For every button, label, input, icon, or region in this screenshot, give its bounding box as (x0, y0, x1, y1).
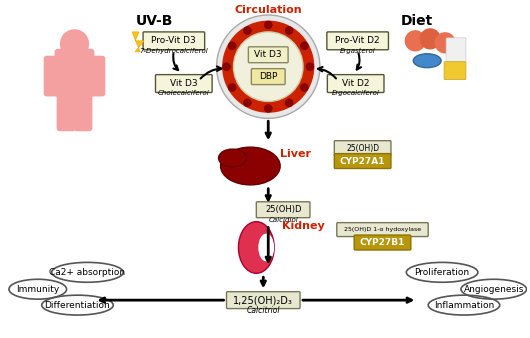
Text: Vit D2: Vit D2 (342, 79, 369, 88)
Text: UV-B: UV-B (135, 14, 173, 28)
Polygon shape (132, 32, 144, 52)
Text: Immunity: Immunity (16, 285, 59, 294)
FancyBboxPatch shape (251, 69, 285, 84)
Circle shape (243, 27, 251, 34)
FancyBboxPatch shape (328, 75, 384, 93)
Text: 1,25(OH)₂D₃: 1,25(OH)₂D₃ (233, 295, 293, 305)
Circle shape (228, 83, 236, 92)
FancyBboxPatch shape (446, 38, 466, 62)
FancyBboxPatch shape (334, 141, 391, 155)
Text: Proliferation: Proliferation (414, 268, 470, 277)
Circle shape (405, 31, 425, 51)
Circle shape (228, 42, 236, 50)
Text: 7-Dehydrocalciferol: 7-Dehydrocalciferol (139, 48, 208, 54)
Circle shape (264, 104, 272, 112)
FancyBboxPatch shape (249, 47, 288, 63)
Circle shape (60, 30, 89, 58)
Circle shape (306, 63, 314, 71)
Text: Calcidiol: Calcidiol (268, 217, 298, 223)
FancyBboxPatch shape (74, 88, 92, 131)
Ellipse shape (238, 222, 274, 273)
Text: CYP27A1: CYP27A1 (340, 156, 385, 166)
Text: CYP27B1: CYP27B1 (360, 238, 405, 247)
FancyBboxPatch shape (57, 88, 75, 131)
Circle shape (420, 29, 440, 49)
Text: Pro-Vit D2: Pro-Vit D2 (335, 37, 380, 45)
Text: Differentiation: Differentiation (45, 300, 110, 310)
Ellipse shape (220, 147, 280, 185)
Circle shape (224, 22, 313, 112)
Circle shape (217, 15, 320, 118)
FancyBboxPatch shape (87, 56, 105, 96)
Text: Liver: Liver (280, 149, 311, 159)
Circle shape (435, 33, 455, 53)
Circle shape (243, 99, 251, 107)
Text: Ca2+ absorption: Ca2+ absorption (49, 268, 126, 277)
Circle shape (301, 83, 308, 92)
Text: 25(OH)D: 25(OH)D (346, 144, 379, 153)
Text: Calcitriol: Calcitriol (246, 306, 280, 315)
Text: Kidney: Kidney (282, 221, 325, 231)
Text: Pro-Vit D3: Pro-Vit D3 (152, 37, 196, 45)
Circle shape (285, 99, 293, 107)
FancyBboxPatch shape (155, 75, 212, 93)
Text: Inflammation: Inflammation (434, 300, 494, 310)
Text: Angiogenesis: Angiogenesis (464, 285, 524, 294)
Text: Diet: Diet (401, 14, 434, 28)
Circle shape (301, 42, 308, 50)
FancyBboxPatch shape (354, 235, 411, 250)
Text: Vit D3: Vit D3 (254, 50, 282, 59)
Text: 25(OH)D: 25(OH)D (265, 205, 302, 214)
Text: Ergasterol: Ergasterol (340, 48, 376, 54)
Circle shape (234, 32, 303, 101)
Text: Ergocalciferol: Ergocalciferol (332, 91, 379, 96)
FancyBboxPatch shape (334, 153, 391, 169)
Text: 25(OH)D 1-α hydoxylase: 25(OH)D 1-α hydoxylase (344, 227, 421, 232)
Circle shape (285, 27, 293, 34)
FancyBboxPatch shape (43, 56, 61, 96)
FancyBboxPatch shape (444, 62, 466, 79)
FancyBboxPatch shape (327, 32, 388, 50)
FancyBboxPatch shape (337, 223, 428, 237)
FancyBboxPatch shape (143, 32, 205, 50)
Text: DBP: DBP (259, 72, 277, 81)
Text: Cholecalciferol: Cholecalciferol (158, 91, 210, 96)
Circle shape (264, 21, 272, 29)
Ellipse shape (258, 234, 274, 261)
FancyBboxPatch shape (55, 49, 94, 96)
FancyBboxPatch shape (226, 292, 300, 309)
Circle shape (223, 63, 231, 71)
FancyBboxPatch shape (257, 202, 310, 218)
Ellipse shape (218, 149, 246, 167)
Ellipse shape (413, 54, 441, 68)
Text: Circulation: Circulation (234, 5, 302, 15)
Text: Vit D3: Vit D3 (170, 79, 198, 88)
